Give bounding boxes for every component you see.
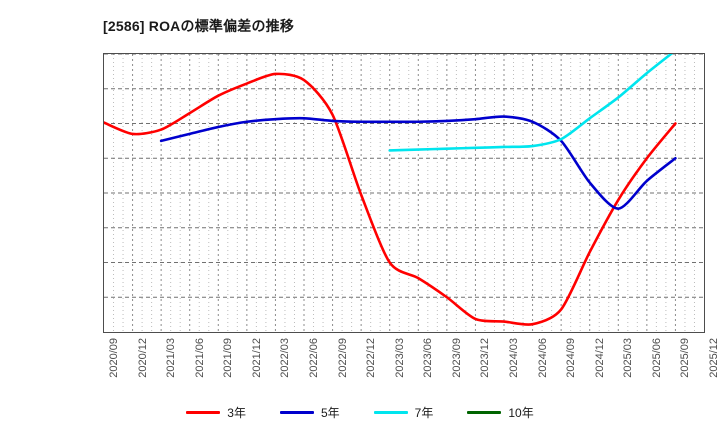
- legend-label: 7年: [414, 406, 434, 420]
- x-axis-tick-label: 2024/06: [536, 338, 549, 378]
- x-axis-tick-label: 2021/09: [222, 338, 235, 378]
- x-axis-tick-label: 2024/09: [565, 338, 578, 378]
- chart-legend: 3年 5年 7年 10年: [0, 404, 720, 421]
- x-axis-tick-label: 2020/09: [108, 338, 120, 378]
- x-axis-tick-label: 2023/06: [422, 338, 435, 378]
- x-axis-tick-label: 2022/06: [308, 338, 320, 378]
- x-axis-tick-label: 2021/06: [193, 338, 206, 378]
- x-axis-tick-label: 2025/12: [708, 338, 720, 378]
- x-axis-tick-label: 2025/06: [650, 338, 663, 378]
- legend-label: 3年: [227, 406, 246, 420]
- x-axis-tick-label: 2025/03: [622, 338, 635, 378]
- x-axis-tick-label: 2022/09: [336, 338, 349, 378]
- x-axis-tick-label: 2024/12: [593, 338, 606, 378]
- x-axis-tick-label: 2023/12: [479, 338, 492, 378]
- series-line-2: [388, 54, 674, 152]
- legend-line-swatch: [186, 411, 221, 414]
- x-axis-tick-label: 2022/12: [365, 338, 378, 378]
- chart-title: [2586] ROAの標準偏差の推移: [103, 18, 295, 34]
- x-axis-tick-label: 2020/12: [136, 338, 149, 378]
- plot-area: [103, 53, 705, 333]
- legend-item[interactable]: 3年: [186, 404, 246, 421]
- x-axis-tick-label: 2022/03: [279, 338, 292, 378]
- legend-item[interactable]: 10年: [467, 404, 534, 421]
- legend-line-swatch: [279, 411, 314, 414]
- legend-label: 10年: [508, 406, 534, 420]
- x-axis-tick-label: 2023/03: [393, 338, 406, 378]
- legend-item[interactable]: 7年: [373, 404, 434, 421]
- x-axis-tick-label: 2024/03: [508, 338, 520, 378]
- x-axis-tick-label: 2023/09: [450, 338, 463, 378]
- x-axis-tick-label: 2021/12: [250, 338, 263, 378]
- x-axis-tick-label: 2025/09: [679, 338, 692, 378]
- legend-label: 5年: [320, 406, 340, 420]
- legend-line-swatch: [373, 411, 408, 414]
- series-line-0: [104, 72, 677, 326]
- legend-item[interactable]: 5年: [279, 404, 340, 421]
- series-layer: [104, 54, 677, 326]
- legend-line-swatch: [467, 411, 502, 414]
- series-line-1: [159, 115, 677, 210]
- x-axis-tick-label: 2021/03: [165, 338, 178, 378]
